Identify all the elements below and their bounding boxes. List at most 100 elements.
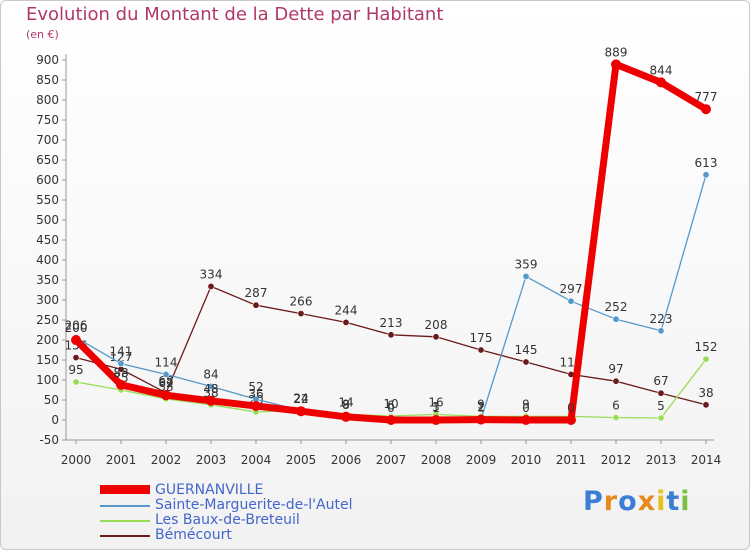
data-label: 175	[470, 331, 493, 345]
data-label: 200	[65, 321, 88, 335]
y-tick-label: 100	[36, 373, 59, 387]
y-tick-label: 200	[36, 333, 59, 347]
data-label: 244	[335, 303, 358, 317]
y-tick-label: 550	[36, 193, 59, 207]
data-label: 1	[477, 401, 485, 415]
data-label: 152	[695, 340, 718, 354]
legend-label: GUERNANVILLE	[155, 482, 264, 498]
data-point	[657, 414, 665, 422]
legend-label: Bémécourt	[155, 527, 232, 543]
logo-letter: o	[618, 486, 638, 517]
y-tick-label: 250	[36, 313, 59, 327]
logo-letter: t	[666, 486, 681, 517]
y-tick-label: 350	[36, 273, 59, 287]
data-point	[567, 297, 575, 305]
data-label: 88	[113, 366, 128, 380]
data-point	[387, 331, 395, 339]
data-label: 141	[110, 345, 133, 359]
data-label: 145	[515, 343, 538, 357]
y-tick-label: 500	[36, 213, 59, 227]
data-label: 62	[158, 376, 173, 390]
data-label: 6	[387, 399, 395, 413]
data-point	[72, 354, 80, 362]
data-label: 68	[158, 374, 173, 388]
data-point	[342, 318, 350, 326]
data-point	[477, 346, 485, 354]
data-point	[252, 301, 260, 309]
data-point	[71, 335, 81, 345]
data-point	[386, 415, 396, 425]
data-label: 38	[698, 386, 713, 400]
data-point	[116, 379, 126, 390]
y-tick-label: 800	[36, 93, 59, 107]
x-tick-label: 2006	[331, 453, 362, 467]
data-label: 334	[200, 267, 223, 281]
data-point	[611, 59, 621, 70]
data-label: 67	[653, 374, 668, 388]
data-label: 0	[387, 401, 395, 415]
data-point	[207, 382, 215, 390]
x-tick-label: 2008	[421, 453, 452, 467]
data-point	[251, 401, 261, 411]
data-label: 0	[522, 401, 530, 415]
x-tick-label: 2000	[61, 453, 92, 467]
legend-swatch	[100, 520, 150, 522]
y-tick-label: -50	[39, 433, 59, 447]
data-label: 84	[203, 367, 218, 381]
chart-title: Evolution du Montant de la Dette par Hab…	[26, 4, 444, 25]
data-point	[522, 272, 530, 280]
data-label: 24	[293, 391, 308, 405]
data-point	[161, 390, 171, 401]
data-label: 9	[477, 397, 485, 411]
y-tick-label: 0	[51, 413, 59, 427]
data-label: 613	[695, 156, 718, 170]
x-tick-label: 2011	[556, 453, 587, 467]
data-point	[566, 415, 576, 425]
data-point	[341, 411, 351, 422]
data-label: 16	[428, 395, 443, 409]
data-label: 777	[695, 90, 718, 104]
data-label: 95	[68, 363, 83, 377]
y-tick-label: 50	[44, 393, 59, 407]
y-tick-label: 400	[36, 253, 59, 267]
data-point	[431, 415, 441, 425]
x-tick-label: 2009	[466, 453, 497, 467]
x-tick-label: 2002	[151, 453, 182, 467]
data-label: 53	[158, 380, 173, 394]
data-label: 36	[248, 387, 263, 401]
data-label: 359	[515, 257, 538, 271]
logo-letter: P	[583, 486, 604, 517]
data-point	[702, 355, 710, 363]
data-label: 2	[477, 400, 485, 414]
data-point	[476, 414, 486, 425]
data-point	[657, 389, 665, 397]
data-label: 844	[650, 63, 673, 77]
data-point	[657, 327, 665, 335]
data-label: 24	[293, 391, 308, 405]
x-tick-label: 2007	[376, 453, 407, 467]
data-label: 297	[560, 282, 583, 296]
data-label: 287	[245, 286, 268, 300]
data-label: 889	[605, 45, 628, 59]
data-label: 52	[248, 380, 263, 394]
data-point	[296, 406, 306, 417]
x-tick-label: 2004	[241, 453, 272, 467]
data-point	[162, 370, 170, 378]
data-label: 14	[338, 395, 353, 409]
x-tick-label: 2012	[601, 453, 632, 467]
y-tick-label: 150	[36, 353, 59, 367]
legend-swatch	[100, 505, 150, 507]
data-label: 114	[155, 355, 178, 369]
data-point	[702, 401, 710, 409]
proxiti-logo: Proxiti	[583, 486, 691, 517]
y-tick-label: 450	[36, 233, 59, 247]
x-tick-label: 2001	[106, 453, 137, 467]
legend-swatch	[100, 535, 150, 537]
legend-label: Sainte-Marguerite-de-l'Autel	[155, 497, 353, 513]
data-label: 48	[203, 382, 218, 396]
data-point	[297, 310, 305, 318]
legend-swatch	[100, 485, 150, 494]
y-tick-label: 650	[36, 153, 59, 167]
